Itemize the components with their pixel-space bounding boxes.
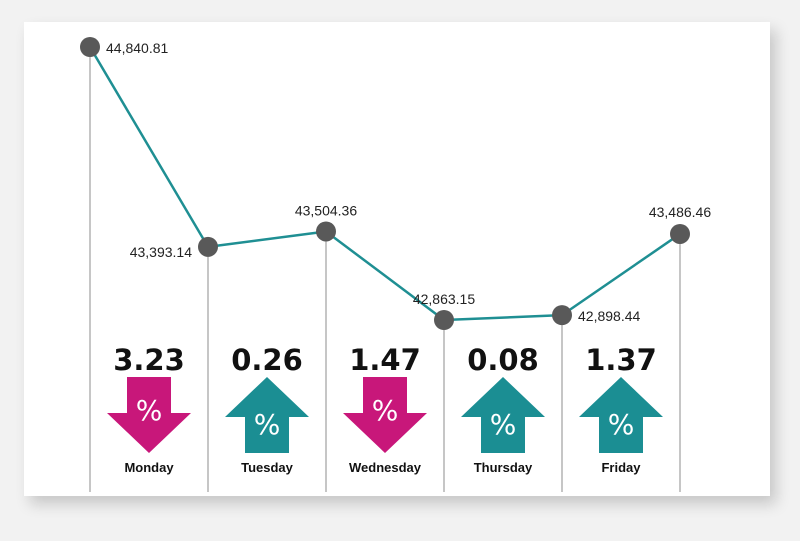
data-point-marker <box>80 37 100 57</box>
percent-icon: % <box>254 408 281 441</box>
data-point-marker <box>670 223 690 244</box>
value-labels: 44,840.81 43,393.14 43,504.36 42,863.15 42,8… <box>106 40 711 324</box>
day-label: Wednesday <box>349 460 422 475</box>
percent-change-value: 1.47 <box>349 343 421 377</box>
down-arrow-icon <box>107 377 191 453</box>
data-label: 42,898.44 <box>578 308 640 324</box>
up-arrow-icon <box>579 377 663 453</box>
percent-change-value: 0.08 <box>467 343 539 377</box>
percent-change-value: 1.37 <box>585 343 657 377</box>
data-points <box>80 37 690 330</box>
series-line-group <box>88 46 681 322</box>
data-point-marker <box>434 310 454 330</box>
data-point-marker <box>198 236 218 257</box>
day-label: Friday <box>601 460 641 475</box>
day-label: Thursday <box>474 460 533 475</box>
data-point-marker <box>316 221 336 242</box>
data-label: 43,393.14 <box>130 244 192 260</box>
day-label: Monday <box>124 460 174 475</box>
data-point-marker <box>552 305 572 326</box>
day-label: Tuesday <box>241 460 294 475</box>
up-arrow-icon <box>461 377 545 453</box>
day-dividers <box>89 47 681 492</box>
series-line <box>88 46 681 322</box>
data-label: 43,504.36 <box>295 202 357 218</box>
data-label: 42,863.15 <box>413 291 475 307</box>
up-arrow-icon <box>225 377 309 453</box>
data-label: 44,840.81 <box>106 40 168 56</box>
percent-change-value: 3.23 <box>113 343 185 377</box>
daily-changes: 3.23% Monday 0.26% Tuesday 1.47% Wednesday 0.0… <box>107 343 663 475</box>
percent-change-value: 0.26 <box>231 343 303 377</box>
percent-icon: % <box>490 408 517 441</box>
data-label: 43,486.46 <box>649 204 711 220</box>
down-arrow-icon <box>343 377 427 453</box>
percent-icon: % <box>136 394 163 427</box>
percent-icon: % <box>608 408 635 441</box>
percent-icon: % <box>372 394 399 427</box>
